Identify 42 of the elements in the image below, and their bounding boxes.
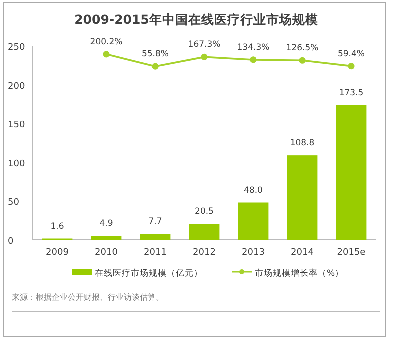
- chart-title: 2009-2015年中国在线医疗行业市场规模: [74, 12, 318, 27]
- legend-label: 市场规模增长率（%）: [255, 268, 344, 279]
- bar: [91, 236, 122, 240]
- y-tick-label: 50: [8, 198, 20, 208]
- point: [201, 54, 208, 60]
- x-tick-label: 2010: [95, 248, 118, 258]
- point: [152, 63, 159, 70]
- x-tick-label: 2012: [193, 248, 216, 258]
- data-label: 167.3%: [188, 40, 221, 50]
- data-label: 4.9: [100, 219, 114, 230]
- data-label: 200.2%: [90, 37, 123, 48]
- y-tick-label: 100: [8, 159, 26, 170]
- x-tick-label: 2013: [242, 248, 265, 258]
- point: [250, 56, 257, 64]
- data-label: 1.6: [50, 222, 64, 232]
- data-label: 134.3%: [237, 42, 270, 53]
- data-label: 59.4%: [338, 49, 366, 60]
- legend-label: 在线医疗市场规模（亿元）: [95, 268, 203, 279]
- x-tick-label: 2009: [46, 248, 70, 258]
- y-tick-label: 250: [8, 43, 26, 53]
- bar: [238, 202, 269, 240]
- bar: [140, 234, 171, 240]
- x-tick-label: 2015e: [337, 248, 366, 258]
- point: [348, 62, 355, 70]
- data-label: 55.8%: [142, 50, 170, 60]
- data-label: 108.8: [290, 138, 315, 149]
- y-tick-label: 200: [8, 82, 26, 92]
- y-tick-label: 150: [8, 120, 26, 131]
- source-note: 来源：根据企业公开财报、行业访谈估算。: [12, 293, 164, 302]
- point: [103, 51, 110, 58]
- bar: [189, 224, 220, 240]
- x-tick-label: 2011: [144, 248, 167, 258]
- x-tick-label: 2014: [291, 248, 314, 258]
- bar: [287, 156, 318, 240]
- point: [299, 57, 306, 64]
- data-label: 7.7: [148, 217, 162, 228]
- data-label: 173.5: [339, 88, 364, 98]
- data-label: 126.5%: [286, 44, 319, 54]
- bar: [336, 105, 367, 240]
- data-label: 20.5: [195, 207, 214, 218]
- data-label: 48.0: [244, 186, 263, 196]
- y-tick-label: 0: [8, 237, 14, 247]
